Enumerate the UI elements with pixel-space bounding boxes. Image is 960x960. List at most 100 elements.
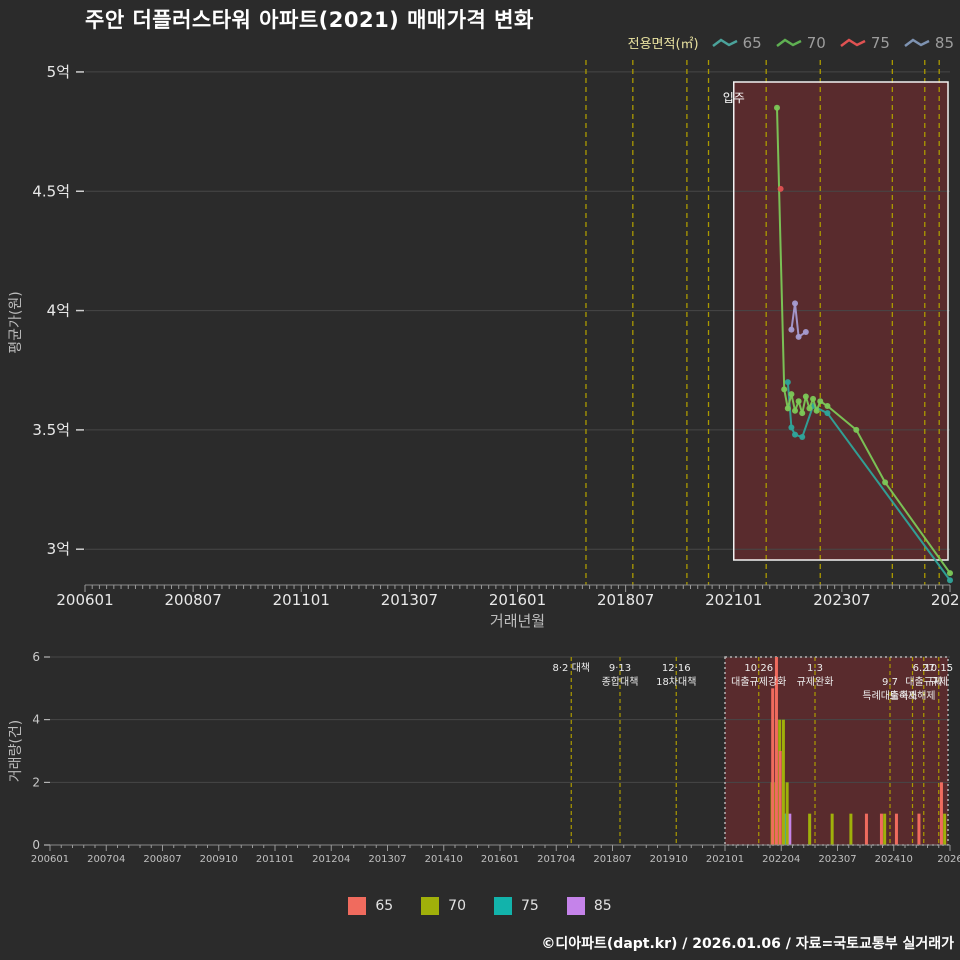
policy-annotation: 10.26 bbox=[744, 663, 773, 674]
y-tick-label: 3.5억 bbox=[32, 421, 70, 439]
policy-annotation: 1.3 bbox=[807, 663, 823, 674]
price-point-70 bbox=[813, 407, 820, 414]
volume-bar-70 bbox=[785, 782, 789, 845]
volume-x-tick-label: 200910 bbox=[200, 854, 238, 865]
volume-bar-70 bbox=[943, 813, 947, 845]
price-point-70 bbox=[824, 403, 831, 410]
volume-x-tick-label: 202307 bbox=[818, 854, 856, 865]
price-point-70 bbox=[774, 104, 780, 111]
area-legend-title: 전용면적(㎡) bbox=[627, 37, 699, 52]
price-point-65 bbox=[947, 577, 953, 584]
move-in-region bbox=[733, 82, 948, 560]
volume-x-tick-label: 201910 bbox=[650, 854, 688, 865]
legend-swatch-icon bbox=[421, 897, 440, 915]
price-point-70 bbox=[853, 426, 860, 433]
volume-bar-70 bbox=[830, 813, 834, 845]
price-point-70 bbox=[802, 393, 809, 400]
footer-credit: ©디아파트(dapt.kr) / 2026.01.06 / 자료=국토교통부 실… bbox=[541, 936, 954, 952]
policy-annotation: 8·2 대책 bbox=[553, 662, 590, 674]
volume-y-label: 0 bbox=[32, 838, 40, 852]
x-tick-label: 201101 bbox=[273, 591, 330, 609]
price-line-85 bbox=[790, 302, 807, 338]
volume-bar-65 bbox=[939, 782, 943, 845]
legend-line-icon bbox=[840, 37, 866, 47]
policy-annotation: 10.15 bbox=[924, 663, 953, 674]
legend-line-icon bbox=[711, 37, 738, 47]
price-point-70 bbox=[781, 386, 788, 393]
legend-area-65[interactable]: 65 bbox=[711, 33, 762, 52]
volume-bar-70 bbox=[781, 719, 785, 845]
y-tick-label: 4억 bbox=[47, 302, 70, 320]
price-point-85 bbox=[802, 329, 809, 336]
policy-annotation: 대출규제 bbox=[905, 676, 942, 688]
price-point-85 bbox=[795, 333, 802, 340]
price-point-65 bbox=[792, 431, 799, 438]
legend-area-label: 70 bbox=[806, 33, 826, 52]
volume-x-tick-label: 2026 bbox=[937, 854, 960, 865]
volume-legend-label: 75 bbox=[521, 898, 539, 914]
price-point-85 bbox=[788, 326, 795, 333]
legend-line-icon bbox=[775, 37, 802, 47]
legend-area-70[interactable]: 70 bbox=[775, 33, 826, 52]
volume-region bbox=[725, 657, 948, 845]
volume-x-tick-label: 202101 bbox=[706, 854, 744, 865]
price-point-70 bbox=[882, 479, 889, 486]
y-tick-label: 4.5억 bbox=[32, 182, 70, 200]
y-tick-label: 5억 bbox=[47, 63, 70, 81]
volume-bar-65 bbox=[864, 813, 868, 845]
legend-area-label: 65 bbox=[742, 33, 762, 52]
policy-annotation: 특례대출축소 bbox=[862, 690, 917, 702]
policy-annotation: 토허제해제 bbox=[890, 689, 936, 702]
x-tick-label: 201807 bbox=[597, 591, 654, 609]
x-tick-label: 2026 bbox=[931, 591, 960, 609]
volume-bar-70 bbox=[808, 813, 812, 845]
legend-area-75[interactable]: 75 bbox=[840, 34, 890, 52]
legend-area-label: 85 bbox=[934, 33, 954, 52]
price-point-65 bbox=[799, 434, 806, 441]
price-point-85 bbox=[792, 300, 799, 307]
volume-legend-65[interactable]: 65 bbox=[348, 897, 393, 915]
volume-legend-75[interactable]: 75 bbox=[494, 897, 539, 915]
price-point-70 bbox=[817, 398, 824, 405]
price-point-65 bbox=[784, 379, 791, 386]
volume-x-tick-label: 201204 bbox=[312, 854, 350, 865]
volume-x-tick-label: 201807 bbox=[593, 854, 631, 865]
area-legend: 전용면적(㎡) 65 70 75 85 bbox=[627, 33, 954, 53]
legend-line-icon bbox=[904, 37, 930, 47]
legend-swatch-icon bbox=[348, 897, 367, 915]
volume-legend-label: 65 bbox=[375, 898, 394, 914]
legend-swatch-icon bbox=[566, 897, 585, 915]
policy-annotation: 18차대책 bbox=[656, 676, 696, 688]
policy-annotation: 규제 bbox=[930, 676, 948, 688]
move-in-region-border bbox=[733, 81, 949, 561]
price-point-70 bbox=[788, 391, 795, 398]
volume-legend-85[interactable]: 85 bbox=[566, 897, 612, 915]
policy-annotation: 규제완화 bbox=[797, 676, 834, 688]
x-axis-title: 거래년월 bbox=[490, 612, 545, 630]
volume-x-tick-label: 201601 bbox=[481, 854, 519, 865]
price-point-70 bbox=[792, 407, 799, 414]
policy-annotation: 9.7 bbox=[882, 677, 898, 688]
price-point-70 bbox=[810, 395, 817, 402]
volume-legend-70[interactable]: 70 bbox=[421, 897, 466, 915]
legend-area-85[interactable]: 85 bbox=[904, 34, 954, 52]
y-tick-label: 3억 bbox=[47, 540, 70, 558]
volume-bar-85 bbox=[788, 813, 792, 845]
volume-bar-65 bbox=[894, 813, 898, 845]
volume-x-tick-label: 202204 bbox=[762, 854, 800, 865]
volume-bar-65 bbox=[778, 751, 782, 845]
price-point-65 bbox=[788, 424, 795, 431]
price-line-70 bbox=[776, 106, 951, 575]
volume-y-label: 2 bbox=[32, 775, 40, 789]
volume-bar-70 bbox=[849, 813, 853, 845]
policy-annotation: 대출규제강화 bbox=[731, 676, 786, 688]
policy-annotation: 12·16 bbox=[662, 663, 691, 674]
price-point-70 bbox=[947, 570, 953, 577]
volume-bar-70 bbox=[883, 813, 887, 845]
volume-x-tick-label: 200601 bbox=[31, 854, 69, 865]
policy-annotation: 9·13 bbox=[609, 663, 631, 674]
x-tick-label: 201307 bbox=[381, 591, 438, 609]
x-tick-label: 201601 bbox=[489, 591, 546, 609]
volume-bar-65 bbox=[771, 688, 775, 845]
